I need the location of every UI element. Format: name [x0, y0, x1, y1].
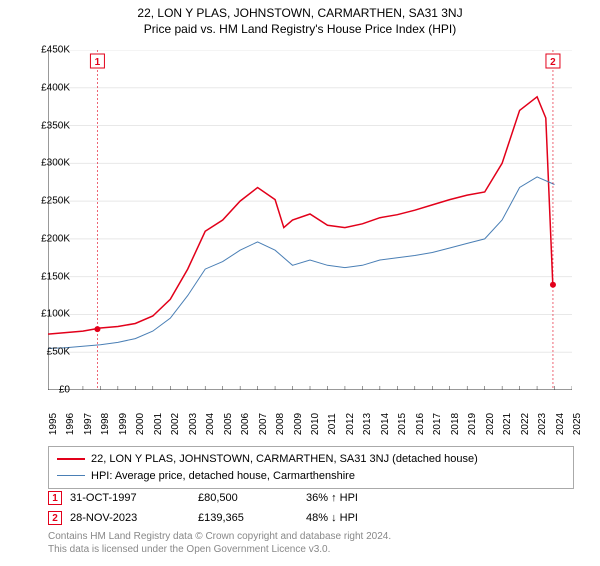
x-axis-tick: 1995 — [48, 413, 59, 435]
footer-line-1: Contains HM Land Registry data © Crown c… — [48, 530, 391, 543]
x-axis-tick: 1999 — [118, 413, 129, 435]
transaction-delta: 36% ↑ HPI — [306, 492, 426, 504]
legend-item: 22, LON Y PLAS, JOHNSTOWN, CARMARTHEN, S… — [57, 451, 565, 468]
x-axis-tick: 2019 — [467, 413, 478, 435]
x-axis-tick: 2009 — [293, 413, 304, 435]
x-axis-tick: 1997 — [83, 413, 94, 435]
y-axis-tick: £0 — [59, 385, 70, 396]
svg-text:2: 2 — [550, 57, 556, 68]
x-axis-tick: 2011 — [327, 413, 338, 435]
x-axis-tick: 2017 — [432, 413, 443, 435]
legend-swatch — [57, 475, 85, 476]
transaction-marker: 1 — [48, 491, 62, 505]
x-axis-tick: 2003 — [188, 413, 199, 435]
y-axis-tick: £150K — [41, 271, 70, 282]
legend-label: HPI: Average price, detached house, Carm… — [91, 468, 355, 485]
legend-swatch — [57, 458, 85, 460]
chart-subtitle: Price paid vs. HM Land Registry's House … — [0, 22, 600, 36]
x-axis-tick: 2002 — [170, 413, 181, 435]
transaction-date: 31-OCT-1997 — [70, 492, 190, 504]
x-axis-tick: 2007 — [258, 413, 269, 435]
x-axis-tick: 2016 — [415, 413, 426, 435]
y-axis-tick: £300K — [41, 158, 70, 169]
legend-item: HPI: Average price, detached house, Carm… — [57, 468, 565, 485]
footer-line-2: This data is licensed under the Open Gov… — [48, 543, 391, 556]
x-axis-tick: 2013 — [362, 413, 373, 435]
x-axis-tick: 2015 — [397, 413, 408, 435]
x-axis-tick: 2024 — [555, 413, 566, 435]
transaction-delta: 48% ↓ HPI — [306, 512, 426, 524]
x-axis-tick: 2023 — [537, 413, 548, 435]
footer-attribution: Contains HM Land Registry data © Crown c… — [48, 530, 391, 556]
svg-text:1: 1 — [95, 57, 101, 68]
y-axis-tick: £200K — [41, 233, 70, 244]
x-axis-tick: 2022 — [520, 413, 531, 435]
x-axis-tick: 2005 — [223, 413, 234, 435]
y-axis-tick: £450K — [41, 45, 70, 56]
y-axis-tick: £100K — [41, 309, 70, 320]
x-axis-tick: 2012 — [345, 413, 356, 435]
transaction-price: £139,365 — [198, 512, 298, 524]
x-axis-tick: 2014 — [380, 413, 391, 435]
x-axis-tick: 2008 — [275, 413, 286, 435]
x-axis-tick: 2010 — [310, 413, 321, 435]
transaction-row: 1 31-OCT-1997 £80,500 36% ↑ HPI — [48, 488, 426, 508]
y-axis-tick: £400K — [41, 82, 70, 93]
legend-label: 22, LON Y PLAS, JOHNSTOWN, CARMARTHEN, S… — [91, 451, 478, 468]
y-axis-tick: £350K — [41, 120, 70, 131]
x-axis-tick: 2001 — [153, 413, 164, 435]
x-axis-tick: 2000 — [135, 413, 146, 435]
transaction-date: 28-NOV-2023 — [70, 512, 190, 524]
x-axis-tick: 1996 — [65, 413, 76, 435]
x-axis-tick: 2018 — [450, 413, 461, 435]
x-axis-tick: 2025 — [572, 413, 583, 435]
x-axis-tick: 1998 — [100, 413, 111, 435]
transactions-table: 1 31-OCT-1997 £80,500 36% ↑ HPI 2 28-NOV-2023… — [48, 488, 426, 528]
transaction-price: £80,500 — [198, 492, 298, 504]
x-axis-tick: 2020 — [485, 413, 496, 435]
x-axis-tick: 2006 — [240, 413, 251, 435]
transaction-marker: 2 — [48, 511, 62, 525]
chart-title: 22, LON Y PLAS, JOHNSTOWN, CARMARTHEN, S… — [0, 6, 600, 20]
y-axis-tick: £250K — [41, 196, 70, 207]
x-axis-tick: 2021 — [502, 413, 513, 435]
y-axis-tick: £50K — [47, 347, 70, 358]
transaction-row: 2 28-NOV-2023 £139,365 48% ↓ HPI — [48, 508, 426, 528]
x-axis-tick: 2004 — [205, 413, 216, 435]
legend: 22, LON Y PLAS, JOHNSTOWN, CARMARTHEN, S… — [48, 446, 574, 489]
price-chart: 12 — [48, 50, 572, 390]
